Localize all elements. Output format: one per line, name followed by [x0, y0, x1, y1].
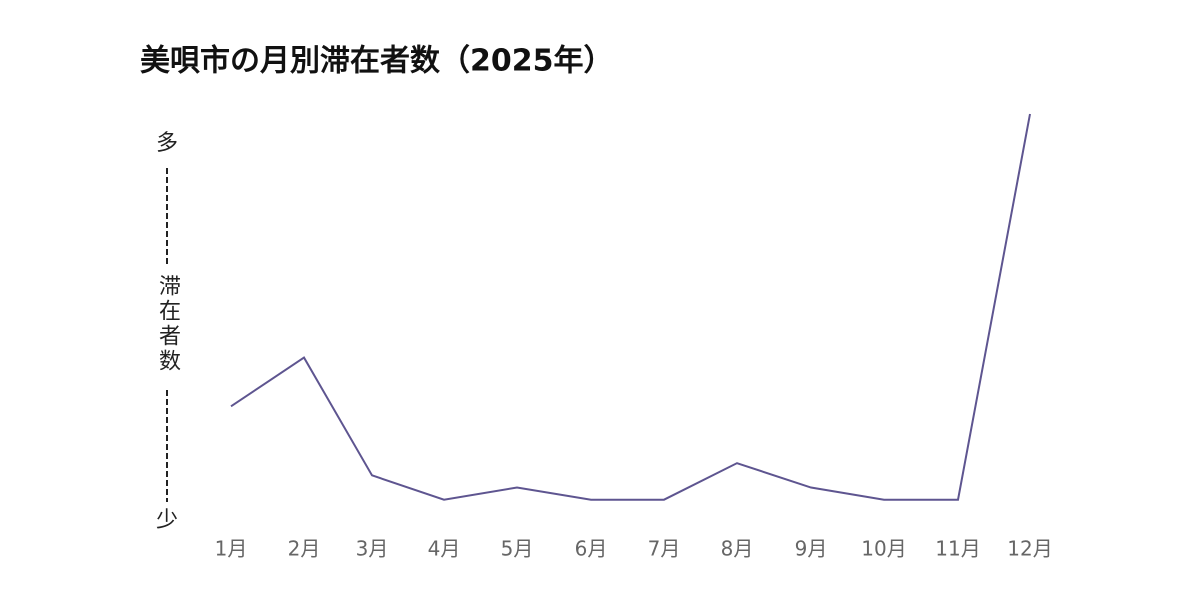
x-tick-label: 10月 [861, 537, 906, 561]
x-tick-label: 1月 [215, 537, 248, 561]
y-top-label: 多 [156, 131, 178, 156]
x-tick-label: 5月 [501, 537, 534, 561]
series-line [230, 113, 1031, 501]
chart-title: 美唄市の月別滞在者数（2025年） [140, 44, 614, 79]
y-bottom-label: 少 [156, 508, 178, 533]
x-tick-label: 6月 [575, 537, 608, 561]
x-tick-label: 2月 [288, 537, 321, 561]
x-tick-label: 8月 [721, 537, 754, 561]
x-tick-label: 4月 [428, 537, 461, 561]
x-tick-label: 3月 [356, 537, 389, 561]
x-tick-label: 11月 [935, 537, 980, 561]
y-axis-label: 滞在者数 [155, 274, 180, 374]
x-tick-label: 12月 [1007, 537, 1052, 561]
x-tick-label: 9月 [795, 537, 828, 561]
x-tick-label: 7月 [648, 537, 681, 561]
